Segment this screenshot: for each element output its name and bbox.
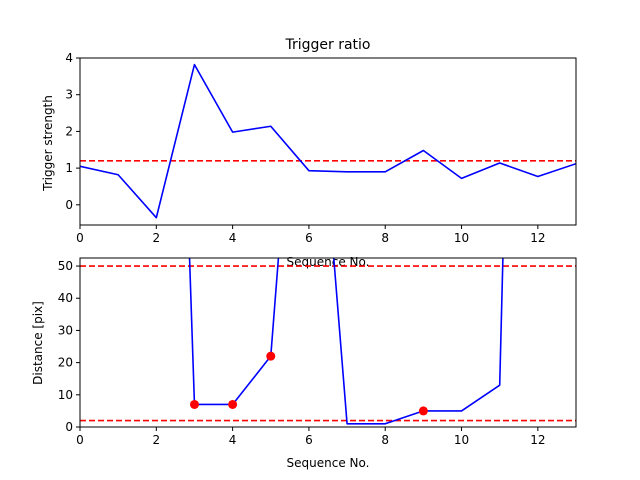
series-line <box>188 258 504 425</box>
y-axis-label: Trigger strength <box>41 95 55 192</box>
x-tick-label: 6 <box>305 231 313 245</box>
x-tick-label: 4 <box>229 433 237 447</box>
chart-distance: Sequence No. Distance [pix] 0 2 4 6 8 10 12 0 10… <box>31 257 577 470</box>
y-tick-label: 10 <box>58 388 73 402</box>
data-point <box>266 351 276 361</box>
y-tick-label: 1 <box>65 161 73 175</box>
y-tick-label: 50 <box>58 259 73 273</box>
chart-title: Trigger ratio <box>284 37 370 53</box>
y-tick-label: 40 <box>58 291 73 305</box>
series-line <box>80 63 576 219</box>
x-tick-label: 8 <box>381 231 389 245</box>
y-tick-label: 30 <box>58 323 73 337</box>
x-tick-label: 12 <box>530 231 545 245</box>
x-tick-label: 12 <box>530 433 545 447</box>
plot-clip <box>80 258 576 425</box>
axes-frame <box>79 257 577 428</box>
axes-frame <box>79 57 577 226</box>
x-tick-label: 6 <box>305 433 313 447</box>
x-tick-label: 0 <box>76 433 84 447</box>
data-point <box>418 406 428 416</box>
x-axis-label: Sequence No. <box>287 255 370 269</box>
y-tick-label: 4 <box>65 51 73 65</box>
y-tick-label: 0 <box>65 420 73 434</box>
x-tick-label: 2 <box>152 433 160 447</box>
x-tick-label: 8 <box>381 433 389 447</box>
x-axis-label: Sequence No. <box>287 456 370 470</box>
plot-clip <box>80 63 576 219</box>
data-point <box>189 399 199 409</box>
x-tick-label: 2 <box>152 231 160 245</box>
x-tick-label: 10 <box>454 231 469 245</box>
data-point <box>228 399 238 409</box>
x-tick-label: 0 <box>76 231 84 245</box>
y-tick-label: 2 <box>65 124 73 138</box>
y-tick-label: 3 <box>65 88 73 102</box>
plot-area: 0 2 4 6 8 10 12 0 10 20 30 40 50 <box>58 257 577 447</box>
y-tick-label: 0 <box>65 198 73 212</box>
x-tick-label: 10 <box>454 433 469 447</box>
x-tick-label: 4 <box>229 231 237 245</box>
y-axis-label: Distance [pix] <box>31 301 45 385</box>
y-tick-label: 20 <box>58 356 73 370</box>
